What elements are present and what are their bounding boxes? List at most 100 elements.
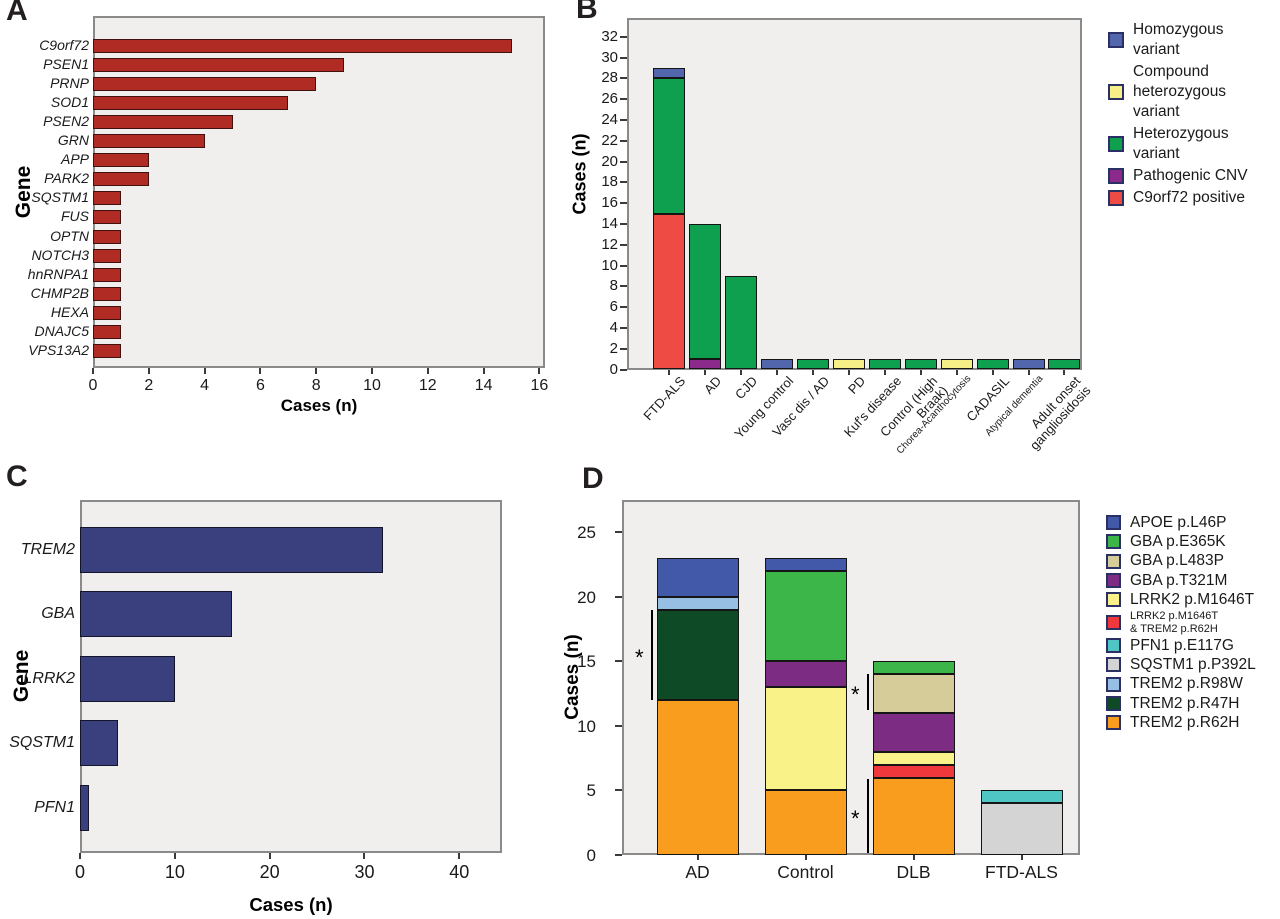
x-tick-label-2: 2 xyxy=(144,377,154,394)
bar-vps13a2 xyxy=(93,344,121,359)
legend-swatch-p392l xyxy=(1106,657,1121,673)
segment-dlb-m1646t xyxy=(872,751,955,765)
x-tick-vasc-dis-ad xyxy=(811,369,814,375)
y-tick-30 xyxy=(620,56,627,59)
x-tick-pd xyxy=(847,369,850,375)
bar-lrrk2 xyxy=(80,655,175,702)
x-tick-label-4: 4 xyxy=(200,377,210,394)
bar-sqstm1 xyxy=(80,720,118,767)
legend-item-e117g: PFN1 p.E117G xyxy=(1106,637,1256,654)
bar-psen2 xyxy=(93,114,233,129)
y-tick-label-22: 22 xyxy=(601,131,618,149)
x-tick-ad xyxy=(703,369,706,375)
panel-d-legend: APOE p.L46P GBA p.E365K GBA p.L483P GBA p.T… xyxy=(1106,514,1256,733)
panel-a-plot-area xyxy=(93,16,545,368)
category-label-park2: PARK2 xyxy=(44,170,89,187)
x-tick-0 xyxy=(92,368,94,374)
segment-atypical-dementia-hom xyxy=(1012,359,1045,370)
legend-label-e365k: GBA p.E365K xyxy=(1130,533,1226,551)
y-tick-label-6: 6 xyxy=(609,298,618,316)
legend-swatch-l483p xyxy=(1106,553,1121,569)
segment-vasc-dis-ad-het xyxy=(796,359,829,370)
y-tick-label-24: 24 xyxy=(601,110,618,128)
bar-optn xyxy=(93,229,121,244)
y-tick-22 xyxy=(620,139,627,142)
legend-item-combo: LRRK2 p.M1646T & TREM2 p.R62H xyxy=(1106,610,1256,635)
segment-ad-het xyxy=(688,223,721,360)
bar-dnajc5 xyxy=(93,325,121,339)
y-tick-label-2: 2 xyxy=(609,339,618,357)
panel-d-letter: D xyxy=(582,462,604,495)
significance-bracket-2 xyxy=(867,779,869,854)
y-tick-label-30: 30 xyxy=(601,48,618,66)
legend-label-r62h: TREM2 p.R62H xyxy=(1130,713,1240,731)
bar-sod1 xyxy=(93,95,289,110)
x-tick-chorea-acanthocytosis xyxy=(955,369,958,375)
y-tick-15 xyxy=(615,660,622,663)
x-tick-2 xyxy=(147,368,150,374)
significance-star-0: * xyxy=(635,644,644,670)
segment-adult-onset-gangliosidosis-het xyxy=(1048,359,1081,370)
legend-label-het: Heterozygous variant xyxy=(1133,125,1229,162)
y-tick-label-14: 14 xyxy=(601,214,618,232)
y-tick-label-8: 8 xyxy=(609,277,618,295)
category-label-grn: GRN xyxy=(57,132,89,148)
x-tick-6 xyxy=(259,368,262,374)
x-tick-ftd-als xyxy=(668,369,670,375)
legend-item-comphet: Compound heterozygous variant xyxy=(1108,62,1248,122)
category-label-psen1: PSEN1 xyxy=(43,55,89,72)
y-tick-8 xyxy=(620,285,627,288)
bar-notch3 xyxy=(93,248,121,263)
panel-b-letter: B xyxy=(576,0,598,25)
segment-ftd-als-e117g xyxy=(980,790,1063,804)
y-tick-20 xyxy=(615,595,622,598)
legend-swatch-t321m xyxy=(1106,572,1121,588)
category-label-c9orf72: C9orf72 xyxy=(39,36,89,53)
category-label-vps13a2: VPS13A2 xyxy=(28,342,89,359)
y-tick-18 xyxy=(620,181,627,184)
legend-swatch-het xyxy=(1108,136,1124,152)
legend-label-r98w: TREM2 p.R98W xyxy=(1130,675,1243,693)
legend-item-hom: Homozygous variant xyxy=(1108,20,1248,60)
x-tick-control xyxy=(804,855,807,860)
x-tick-30 xyxy=(363,853,366,859)
category-label-psen2: PSEN2 xyxy=(43,112,89,129)
significance-star-2: * xyxy=(851,806,860,832)
legend-label-hom: Homozygous variant xyxy=(1133,21,1224,58)
legend-swatch-e365k xyxy=(1106,534,1121,550)
legend-swatch-r62h xyxy=(1106,714,1121,730)
legend-label-l483p: GBA p.L483P xyxy=(1130,552,1224,570)
segment-chorea-acanthocytosis-comphet xyxy=(940,359,973,370)
segment-dlb-r62h xyxy=(872,777,955,855)
category-label-hnrnpa1: hnRNPA1 xyxy=(27,265,89,282)
segment-ad-r47h xyxy=(656,609,739,701)
legend-swatch-cnv xyxy=(1108,168,1124,184)
legend-label-r47h: TREM2 p.R47H xyxy=(1130,694,1240,712)
panel-c-letter: C xyxy=(6,460,28,493)
x-tick-label-0: 0 xyxy=(74,862,85,882)
y-tick-label-18: 18 xyxy=(601,173,618,191)
legend-label-apoe: APOE p.L46P xyxy=(1130,514,1227,531)
x-tick-0 xyxy=(79,853,81,859)
x-tick-label-8: 8 xyxy=(311,377,321,394)
panel-a-xaxis-title: Cases (n) xyxy=(280,396,358,415)
category-label-fus: FUS xyxy=(61,208,89,225)
significance-bracket-1 xyxy=(867,674,869,711)
x-tick-ad xyxy=(696,855,699,860)
segment-ad-apoe xyxy=(656,558,739,597)
significance-bracket-0 xyxy=(651,609,653,701)
legend-swatch-comphet xyxy=(1108,84,1124,100)
legend-item-cnv: Pathogenic CNV xyxy=(1108,166,1248,186)
bar-hnrnpa1 xyxy=(93,267,121,282)
segment-dlb-t321m xyxy=(872,713,955,752)
y-tick-2 xyxy=(620,347,627,350)
x-tick-label-12: 12 xyxy=(418,377,437,394)
y-tick-label-4: 4 xyxy=(609,318,618,336)
legend-item-p392l: SQSTM1 p.P392L xyxy=(1106,656,1256,673)
legend-swatch-apoe xyxy=(1106,515,1121,531)
category-label-sod1: SOD1 xyxy=(50,93,89,110)
y-tick-6 xyxy=(620,306,627,309)
y-tick-label-25: 25 xyxy=(577,523,596,543)
y-tick-16 xyxy=(620,202,627,205)
segment-young-control-hom xyxy=(760,359,793,370)
